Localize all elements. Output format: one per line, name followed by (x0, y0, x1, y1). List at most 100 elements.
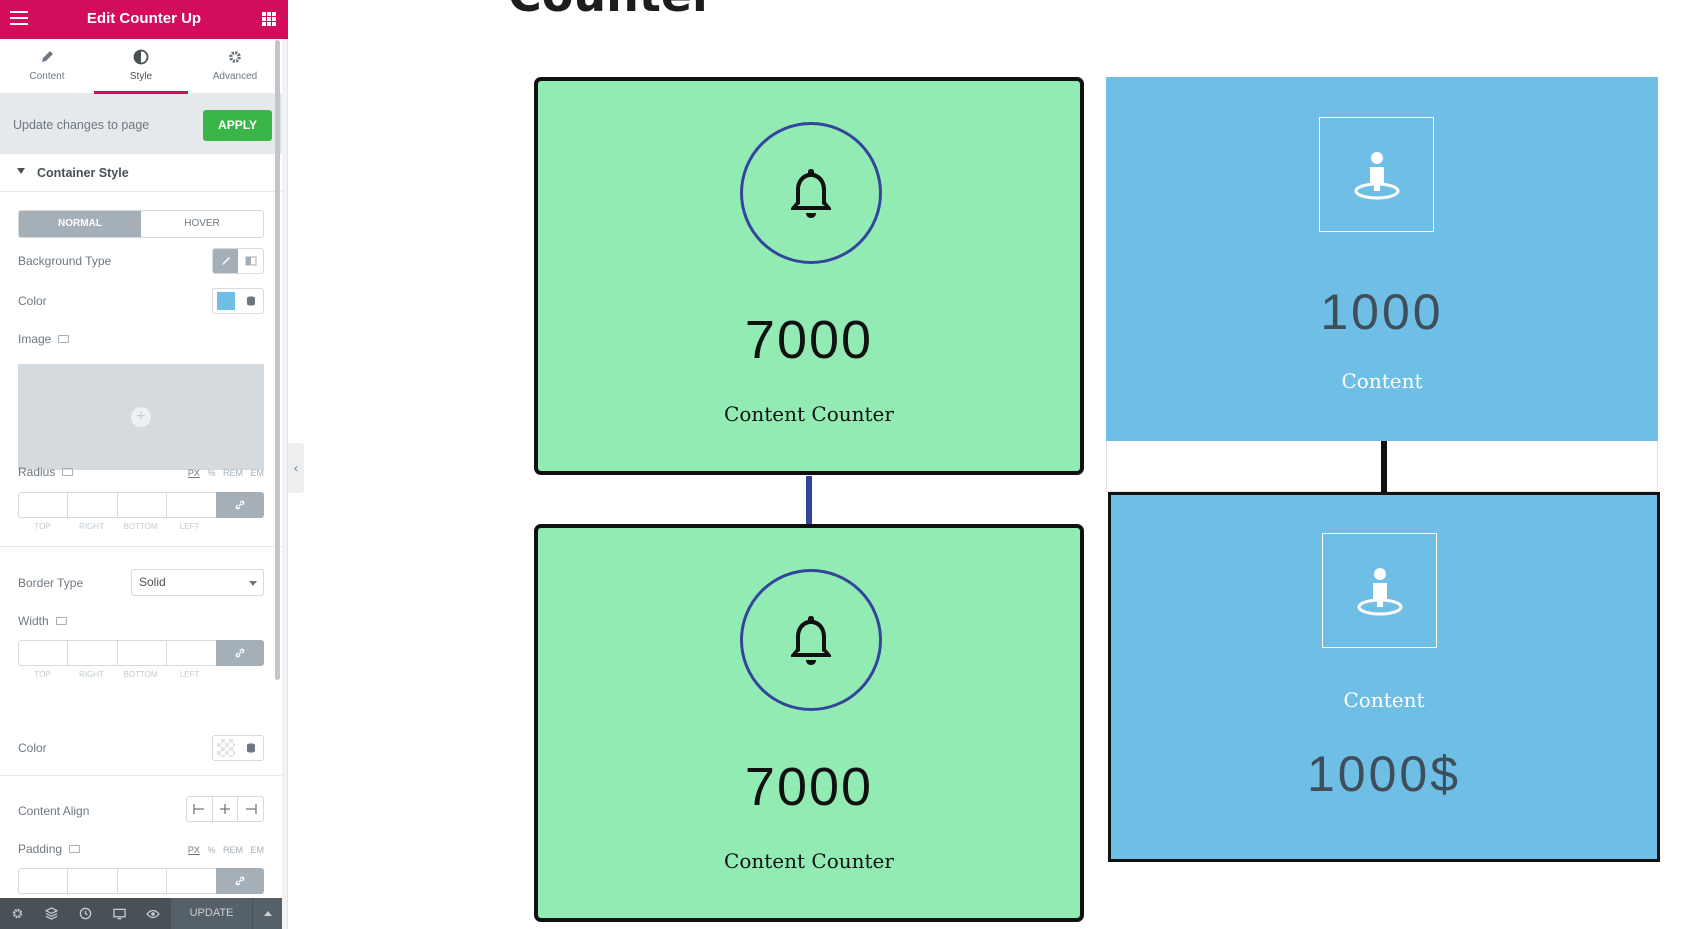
apply-button[interactable]: APPLY (203, 110, 272, 141)
person-icon-box (1319, 117, 1434, 232)
dim-right: RIGHT (79, 522, 104, 531)
normal-tab[interactable]: NORMAL (19, 211, 141, 237)
width-label: Width (18, 614, 67, 628)
padding-units: PX % REM EM (188, 845, 264, 855)
gradient-icon[interactable] (238, 249, 263, 273)
desktop-icon[interactable] (69, 844, 81, 853)
unit-em[interactable]: EM (250, 468, 265, 478)
global-colors-icon[interactable] (238, 736, 263, 760)
tab-style-label: Style (129, 71, 153, 82)
counter-number: 1000$ (1306, 746, 1462, 802)
radius-right-input[interactable] (67, 492, 117, 518)
collapse-panel-toggle[interactable]: ‹ (288, 443, 304, 493)
unit-rem[interactable]: REM (222, 468, 243, 478)
radius-label-text: Radius (18, 465, 56, 479)
panel-tabs: Content Style Advanced (0, 39, 282, 94)
person-icon-box (1322, 533, 1437, 648)
editor-panel: Edit Counter Up Content Style Advanc (0, 0, 288, 929)
empty-color-swatch[interactable] (213, 736, 238, 760)
update-options-button[interactable] (252, 898, 282, 929)
link-icon[interactable] (215, 640, 265, 666)
responsive-icon[interactable] (102, 898, 136, 929)
eye-icon[interactable] (136, 898, 170, 929)
counter-number: 7000 (744, 310, 874, 370)
width-label-text: Width (18, 614, 49, 628)
divider (0, 775, 282, 776)
counter-number: 7000 (744, 757, 874, 817)
bell-icon-circle (740, 569, 882, 711)
global-colors-icon[interactable] (238, 289, 263, 313)
section-container-style[interactable]: Container Style (0, 154, 282, 192)
plus-icon[interactable]: + (131, 407, 151, 427)
dim-left: LEFT (179, 522, 200, 531)
padding-label: Padding (18, 842, 81, 856)
link-icon[interactable] (215, 868, 265, 894)
unit-px[interactable]: PX (187, 468, 200, 478)
tab-advanced[interactable]: Advanced (188, 39, 282, 93)
desktop-icon[interactable] (62, 467, 74, 476)
width-left-input[interactable] (166, 640, 216, 666)
caret-down-icon (17, 168, 25, 174)
settings-icon[interactable] (0, 898, 34, 929)
radius-left-input[interactable] (166, 492, 216, 518)
link-icon[interactable] (215, 492, 265, 518)
history-icon[interactable] (68, 898, 102, 929)
radius-label: Radius (18, 465, 74, 479)
unit-pct[interactable]: % (207, 468, 216, 478)
counter-number: 1000 (1320, 284, 1444, 340)
counter-caption: Content Counter (724, 402, 894, 426)
radius-bottom-input[interactable] (116, 492, 167, 518)
hover-tab[interactable]: HOVER (184, 218, 220, 229)
controls-panel: Container Style NORMAL HOVER Background … (0, 154, 282, 898)
width-right-input[interactable] (67, 640, 117, 666)
align-right-icon[interactable] (238, 797, 263, 821)
unit-pct[interactable]: % (207, 845, 216, 855)
color-swatch[interactable] (213, 289, 238, 313)
align-left-icon[interactable] (187, 797, 213, 821)
update-button[interactable]: UPDATE (171, 898, 252, 929)
desktop-icon[interactable] (58, 334, 70, 343)
panel-scrollbar[interactable] (275, 40, 280, 680)
content-align-label: Content Align (18, 804, 90, 818)
padding-right-input[interactable] (67, 868, 117, 894)
desktop-icon[interactable] (55, 616, 67, 625)
gear-icon (188, 49, 282, 67)
radius-units: PX % REM EM (188, 468, 264, 478)
padding-left-input[interactable] (166, 868, 216, 894)
dim-bottom: BOTTOM (123, 522, 158, 531)
border-type-select[interactable]: Solid (131, 569, 264, 596)
image-label-text: Image (18, 332, 52, 346)
padding-bottom-input[interactable] (116, 868, 167, 894)
layers-icon[interactable] (34, 898, 68, 929)
tab-style[interactable]: Style (94, 39, 188, 94)
widgets-grid-icon[interactable] (262, 12, 276, 26)
width-top-input[interactable] (18, 640, 68, 666)
counter-caption: Content (1343, 688, 1425, 712)
hamburger-menu-icon[interactable] (10, 11, 28, 27)
color-picker (212, 288, 264, 314)
padding-top-input[interactable] (18, 868, 68, 894)
brush-icon[interactable] (213, 249, 238, 273)
tab-advanced-label: Advanced (212, 71, 258, 82)
unit-rem[interactable]: REM (222, 845, 243, 855)
radius-dimension-labels: TOP RIGHT BOTTOM LEFT (18, 522, 214, 531)
width-bottom-input[interactable] (116, 640, 167, 666)
dim-top: TOP (34, 670, 51, 679)
image-placeholder[interactable]: + (18, 364, 264, 470)
radius-top-input[interactable] (18, 492, 68, 518)
person-location-icon (1357, 567, 1402, 615)
unit-em[interactable]: EM (250, 845, 265, 855)
align-center-icon[interactable] (213, 797, 239, 821)
counter-caption: Content Counter (724, 849, 894, 873)
counter-card-green: 7000 Content Counter (534, 77, 1084, 475)
tab-content[interactable]: Content (0, 39, 94, 93)
pencil-icon (0, 49, 94, 67)
apply-bar: Update changes to page APPLY (0, 94, 282, 154)
width-dimension-labels: TOP RIGHT BOTTOM LEFT (18, 670, 214, 679)
counter-caption: Content (1341, 369, 1423, 393)
divider (0, 546, 282, 547)
unit-px[interactable]: PX (187, 845, 200, 855)
border-color-picker (212, 735, 264, 761)
background-type-choices (212, 248, 264, 274)
